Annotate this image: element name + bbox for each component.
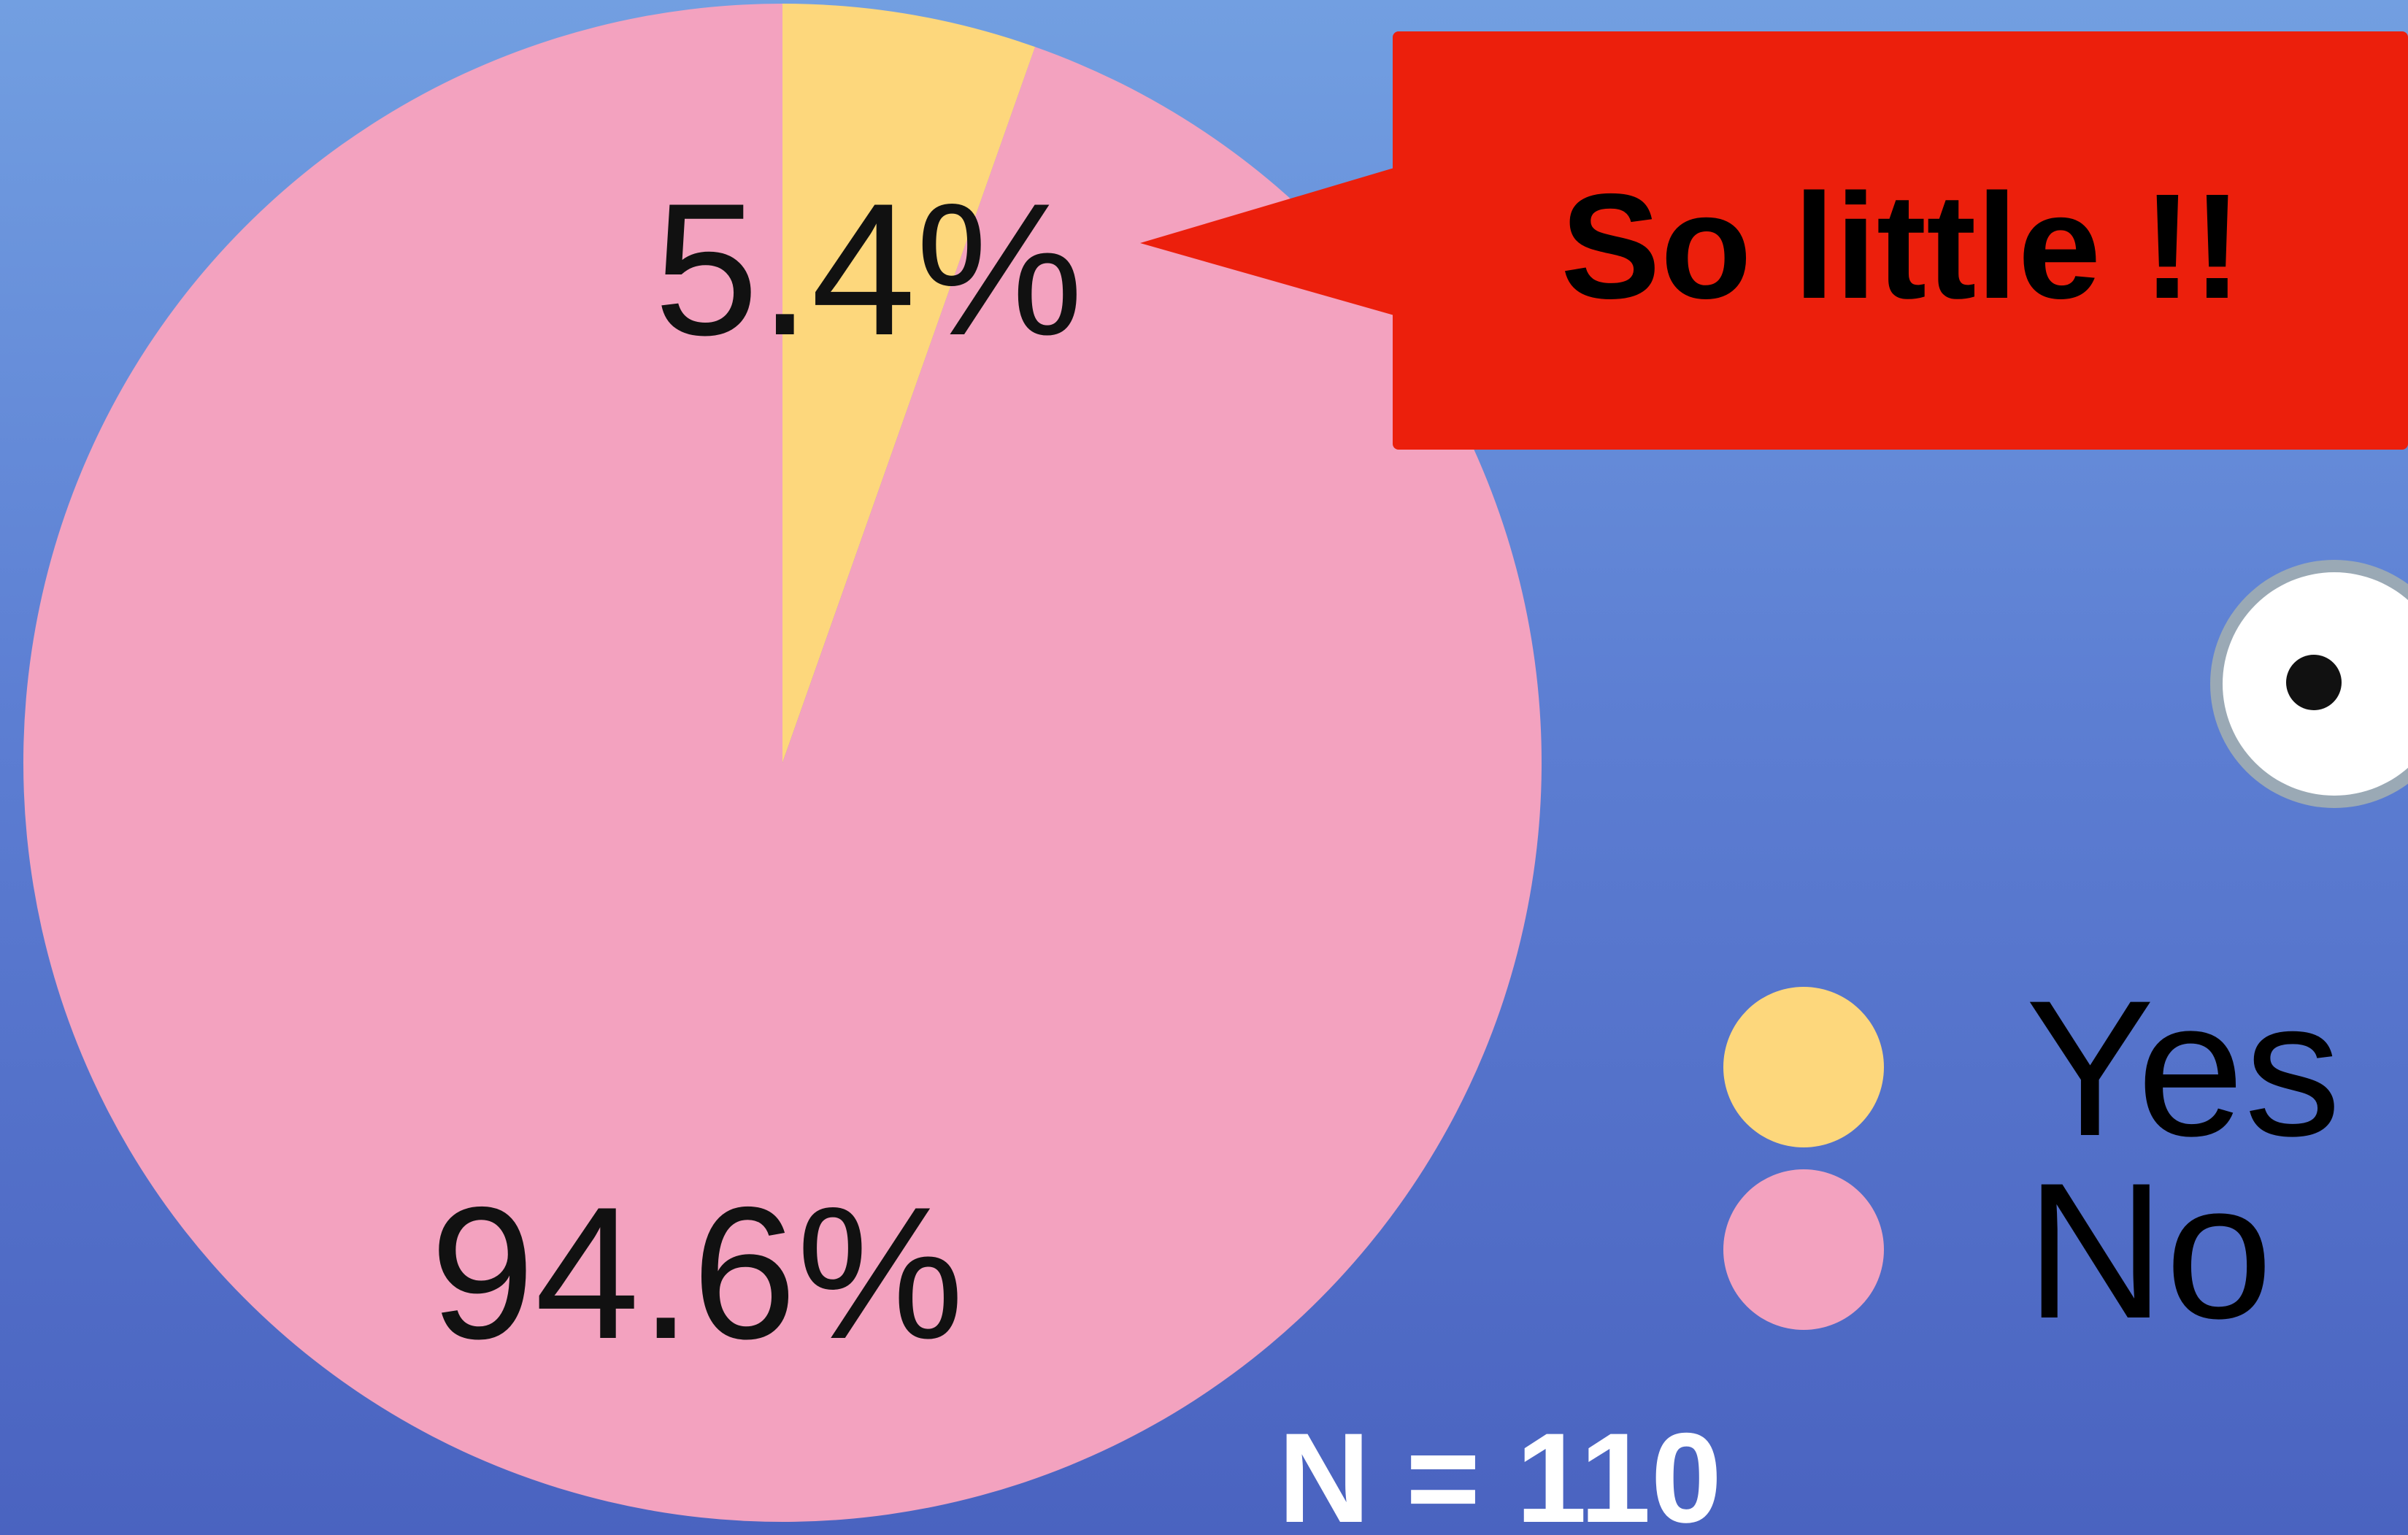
callout-pointer bbox=[1140, 168, 1394, 315]
pie-slices bbox=[23, 4, 1542, 1522]
callout-box bbox=[1393, 31, 2408, 450]
sample-size-label: N = 110 bbox=[1278, 1407, 1722, 1535]
callout-text: So little !! bbox=[1561, 163, 2242, 330]
legend-label-yes: Yes bbox=[2026, 961, 2341, 1177]
eye-icon bbox=[2210, 560, 2408, 808]
legend-swatch-no bbox=[1723, 1169, 1884, 1330]
slice-label-no: 94.6% bbox=[430, 1167, 964, 1378]
callout: So little !! bbox=[1140, 31, 2408, 450]
pie-slice-yes bbox=[782, 4, 1036, 763]
legend-swatch-yes bbox=[1723, 987, 1884, 1147]
slice-label-yes: 5.4% bbox=[654, 163, 1083, 374]
pie-slice-no bbox=[23, 4, 1542, 1522]
legend: Yes No bbox=[1723, 961, 2341, 1359]
legend-label-no: No bbox=[2026, 1143, 2273, 1359]
